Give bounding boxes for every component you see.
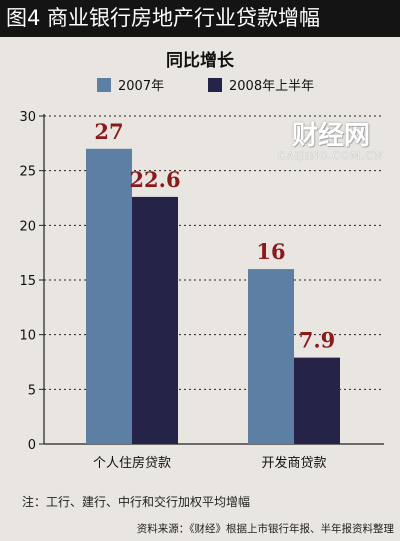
- y-tick-label: 0: [28, 438, 36, 453]
- bar-1-1: [86, 148, 132, 445]
- y-tick-label: 10: [19, 329, 36, 344]
- y-tick-label: 20: [19, 219, 36, 234]
- data-label-1-1: 27: [94, 119, 123, 144]
- y-tick-label: 5: [28, 383, 36, 398]
- data-label-1-2: 22.6: [129, 167, 180, 192]
- chart-area: 同比增长 2007年 2008年上半年 0 5 10 15 20 25 30 27 22.6 个人住房贷…: [0, 37, 400, 541]
- watermark-logo: 财经网: [291, 121, 370, 151]
- legend-label-2: 2008年上半年: [229, 79, 314, 94]
- chart-title: 同比增长: [166, 50, 235, 71]
- caijing-watermark: 财经网 CAIJING.COM.CN: [272, 121, 390, 162]
- figure-header: 图4 商业银行房地产行业贷款增幅: [0, 0, 400, 37]
- watermark-url: CAIJING.COM.CN: [277, 151, 384, 162]
- legend-swatch-1: [97, 78, 111, 92]
- data-label-2-2: 7.9: [299, 328, 336, 353]
- bar-2-1: [248, 269, 294, 444]
- figure-title: 图4 商业银行房地产行业贷款增幅: [6, 6, 321, 30]
- data-label-2-1: 16: [256, 239, 285, 264]
- bar-2-2: [294, 357, 340, 444]
- source-note: 资料来源：《财经》根据上市银行年报、半年报资料整理: [136, 523, 394, 535]
- legend-swatch-2: [208, 78, 222, 92]
- x-category-label: 开发商贷款: [261, 455, 326, 471]
- footnote: 注：工行、建行、中行和交行加权平均增幅: [22, 495, 251, 509]
- bar-1-2: [132, 196, 178, 444]
- y-tick-label: 25: [19, 165, 36, 180]
- y-tick-label: 30: [19, 110, 36, 125]
- legend-label-1: 2007年: [118, 79, 164, 94]
- y-tick-label: 15: [19, 274, 36, 289]
- x-category-label: 个人住房贷款: [93, 455, 171, 471]
